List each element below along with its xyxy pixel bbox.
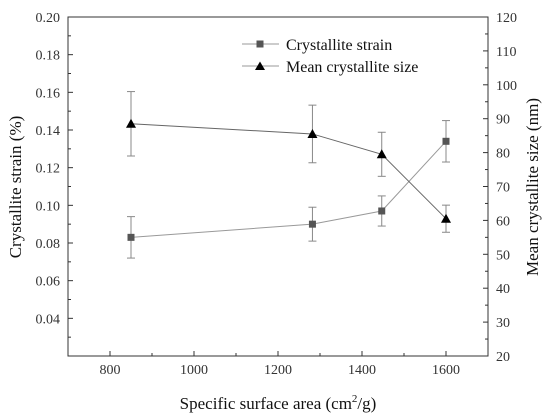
legend-marker-triangle-icon <box>255 61 265 70</box>
series-layer <box>126 91 451 259</box>
series-group <box>127 120 450 259</box>
x-tick-label: 1000 <box>180 363 208 378</box>
y-right-tick-label: 80 <box>496 147 510 162</box>
series-line <box>130 140 447 238</box>
y-right-tick-label: 70 <box>496 181 510 196</box>
data-point-square <box>127 233 135 241</box>
data-point-square <box>442 137 450 145</box>
y-right-tick-label: 100 <box>496 79 517 94</box>
y-right-tick-label: 110 <box>496 45 516 60</box>
y-left-tick-label: 0.06 <box>36 275 61 290</box>
x-axis-title-superscript: 2 <box>352 393 358 405</box>
y-left-tick-label: 0.10 <box>36 199 61 214</box>
series-line <box>130 123 447 220</box>
legend-marker-square-icon <box>256 40 264 48</box>
y-right-tick-label: 90 <box>496 113 510 128</box>
data-point-square <box>308 220 316 228</box>
x-tick-label: 1200 <box>264 363 292 378</box>
x-tick-label: 1600 <box>432 363 460 378</box>
y-right-tick-label: 20 <box>496 350 510 365</box>
legend-label-size: Mean crystallite size <box>286 59 418 76</box>
x-tick-label: 1400 <box>348 363 376 378</box>
data-point-triangle <box>376 149 387 159</box>
data-point-square <box>378 207 386 215</box>
y-left-tick-label: 0.14 <box>36 124 61 139</box>
data-point-triangle <box>441 213 451 223</box>
y-axis-title-right: Mean crystallite size (nm) <box>523 98 542 276</box>
y-right-tick-label: 120 <box>496 11 517 26</box>
x-axis-title-tail: /g) <box>357 394 376 413</box>
y-left-tick-label: 0.18 <box>36 49 61 64</box>
data-point-triangle <box>307 128 318 138</box>
data-point-triangle <box>126 118 136 128</box>
plot-frame <box>67 16 489 357</box>
y-left-tick-label: 0.04 <box>36 312 61 327</box>
y-right-tick-label: 30 <box>496 316 510 331</box>
y-right-tick-label: 40 <box>496 282 510 297</box>
y-right-tick-label: 50 <box>496 248 510 263</box>
series-group <box>126 91 451 233</box>
x-tick-label: 800 <box>100 363 121 378</box>
y-left-tick-label: 0.08 <box>36 237 61 252</box>
x-axis-title-main: Specific surface area (cm <box>180 394 352 413</box>
legend: Crystallite strain Mean crystallite size <box>242 37 418 76</box>
y-left-tick-label: 0.12 <box>36 162 61 177</box>
legend-label-strain: Crystallite strain <box>286 37 392 54</box>
y-axis-title-left: Crystallite strain (%) <box>6 116 25 259</box>
axes-layer: 800 1000 1200 1400 1600 0.04 0.06 0.08 0.10 0.12 0… <box>36 11 518 378</box>
x-axis-title: Specific surface area (cm2/g) <box>180 393 377 413</box>
y-left-tick-label: 0.16 <box>36 86 61 101</box>
y-left-tick-label: 0.20 <box>36 11 61 26</box>
y-right-tick-label: 60 <box>496 214 510 229</box>
